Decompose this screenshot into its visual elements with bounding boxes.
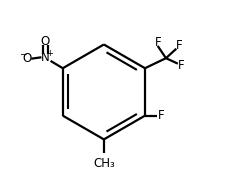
Text: F: F <box>176 39 182 52</box>
Text: O: O <box>22 52 32 65</box>
Text: N: N <box>41 51 50 64</box>
Text: +: + <box>46 49 53 58</box>
Text: CH₃: CH₃ <box>93 157 114 170</box>
Text: F: F <box>177 59 184 72</box>
Text: −: − <box>19 50 27 58</box>
Text: F: F <box>157 109 164 122</box>
Text: O: O <box>41 35 50 48</box>
Text: F: F <box>154 36 160 49</box>
